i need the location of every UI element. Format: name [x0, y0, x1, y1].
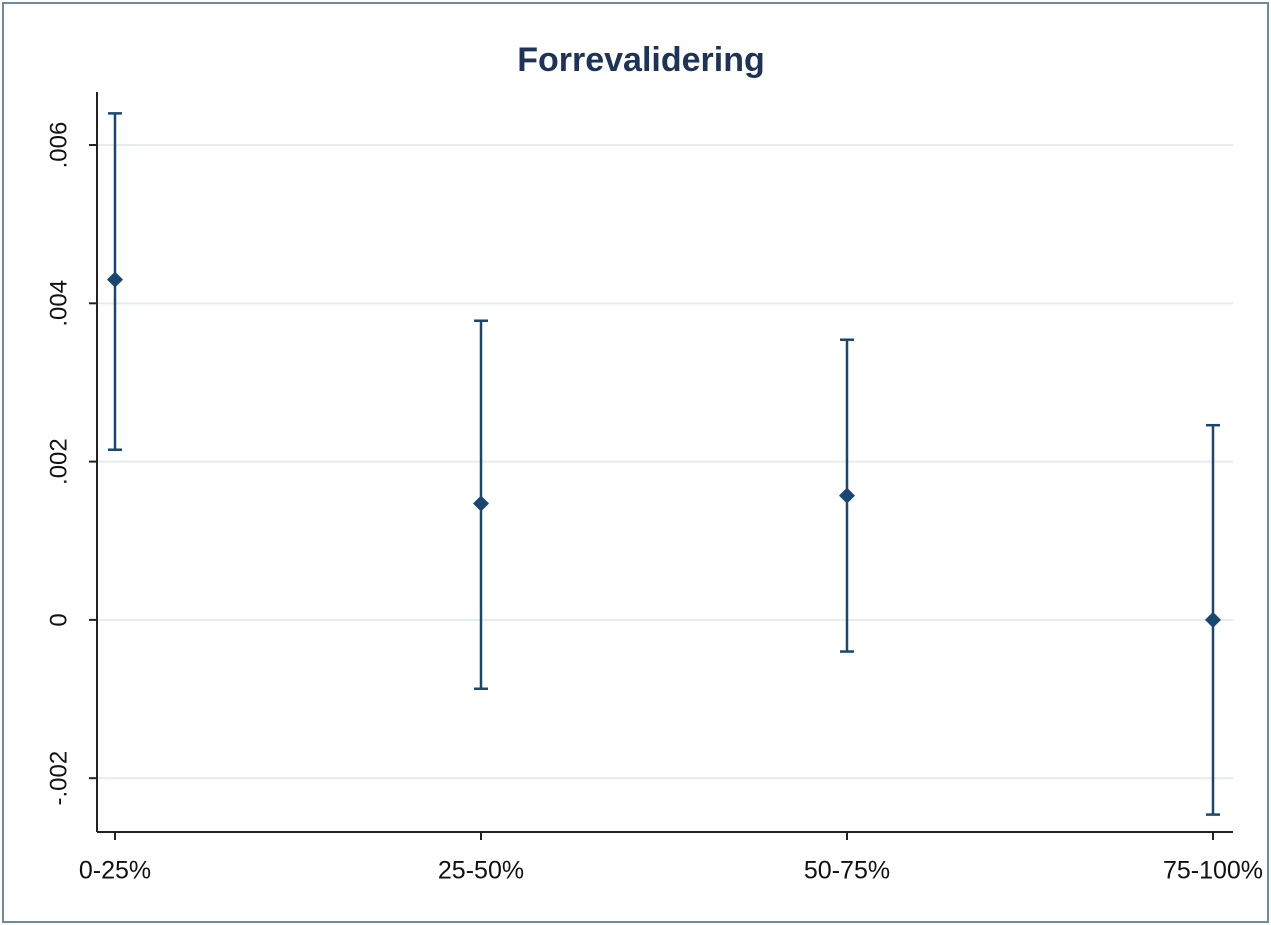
chart-title: Forrevalidering [517, 41, 765, 79]
y-tick-label: -.002 [45, 751, 72, 806]
x-tick-label: 25-50% [438, 857, 524, 885]
x-tick-label: 0-25% [79, 857, 151, 885]
point-marker [1205, 611, 1221, 628]
y-tick-label: .002 [45, 438, 72, 485]
x-tick-label: 50-75% [804, 857, 890, 885]
point-marker [839, 487, 855, 504]
y-tick-label: .006 [45, 122, 72, 169]
point-marker [107, 271, 123, 288]
x-tick-label: 75-100% [1163, 857, 1263, 885]
point-marker [473, 495, 489, 512]
y-tick-label: .004 [45, 280, 72, 327]
y-tick-label: 0 [45, 613, 72, 626]
